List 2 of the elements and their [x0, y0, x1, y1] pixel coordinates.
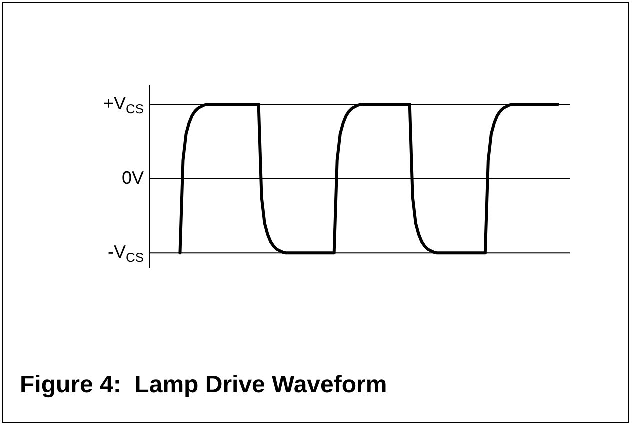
text: Figure 4: Lamp Drive Waveform: [20, 372, 388, 399]
ref-line-label: 0V: [122, 168, 144, 188]
